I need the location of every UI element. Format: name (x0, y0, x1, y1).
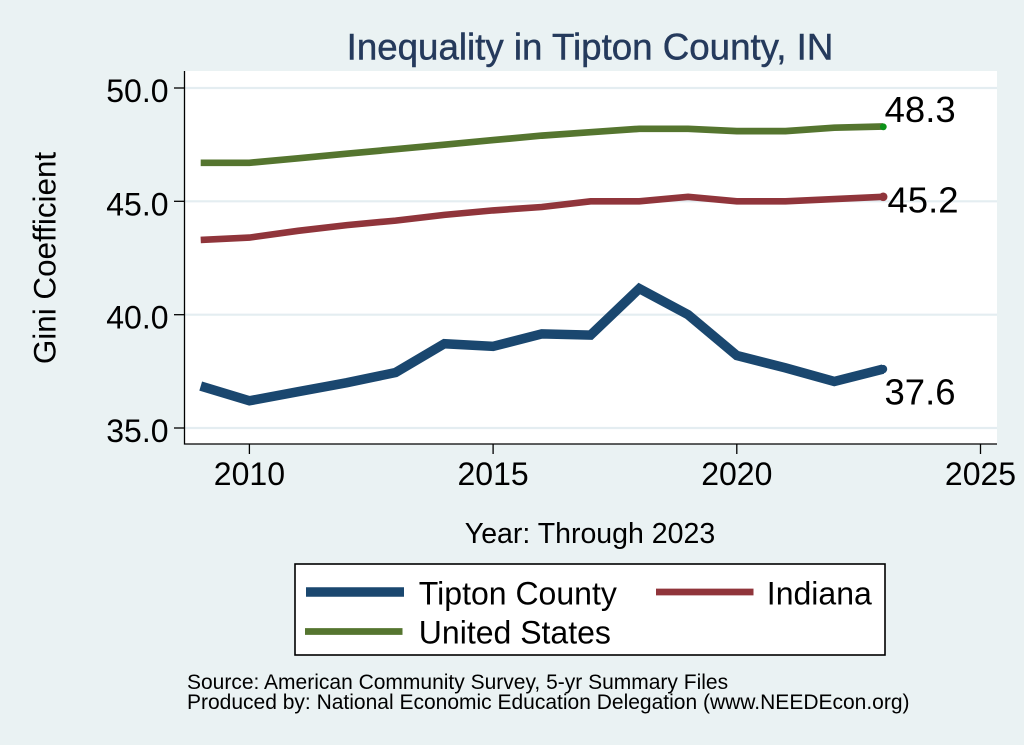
svg-text:37.6: 37.6 (885, 372, 956, 413)
svg-text:50.0: 50.0 (106, 73, 168, 109)
svg-text:United States: United States (419, 615, 611, 651)
svg-text:Tipton County: Tipton County (419, 576, 617, 612)
svg-text:2015: 2015 (458, 456, 529, 492)
svg-text:45.2: 45.2 (888, 180, 959, 221)
svg-text:45.0: 45.0 (106, 186, 168, 222)
svg-text:Year: Through 2023: Year: Through 2023 (465, 518, 715, 550)
svg-text:2025: 2025 (945, 456, 1016, 492)
svg-text:Indiana: Indiana (767, 576, 872, 612)
svg-text:2010: 2010 (214, 456, 285, 492)
svg-text:48.3: 48.3 (885, 89, 956, 130)
svg-text:Produced by: National Economic: Produced by: National Economic Education… (187, 691, 910, 714)
svg-text:2020: 2020 (701, 456, 772, 492)
svg-text:Source: American Community Sur: Source: American Community Survey, 5-yr … (187, 671, 728, 694)
svg-text:Gini Coefficient: Gini Coefficient (28, 152, 63, 365)
svg-text:35.0: 35.0 (106, 413, 168, 449)
svg-text:40.0: 40.0 (106, 300, 168, 336)
svg-text:Inequality in Tipton County, I: Inequality in Tipton County, IN (347, 27, 834, 68)
